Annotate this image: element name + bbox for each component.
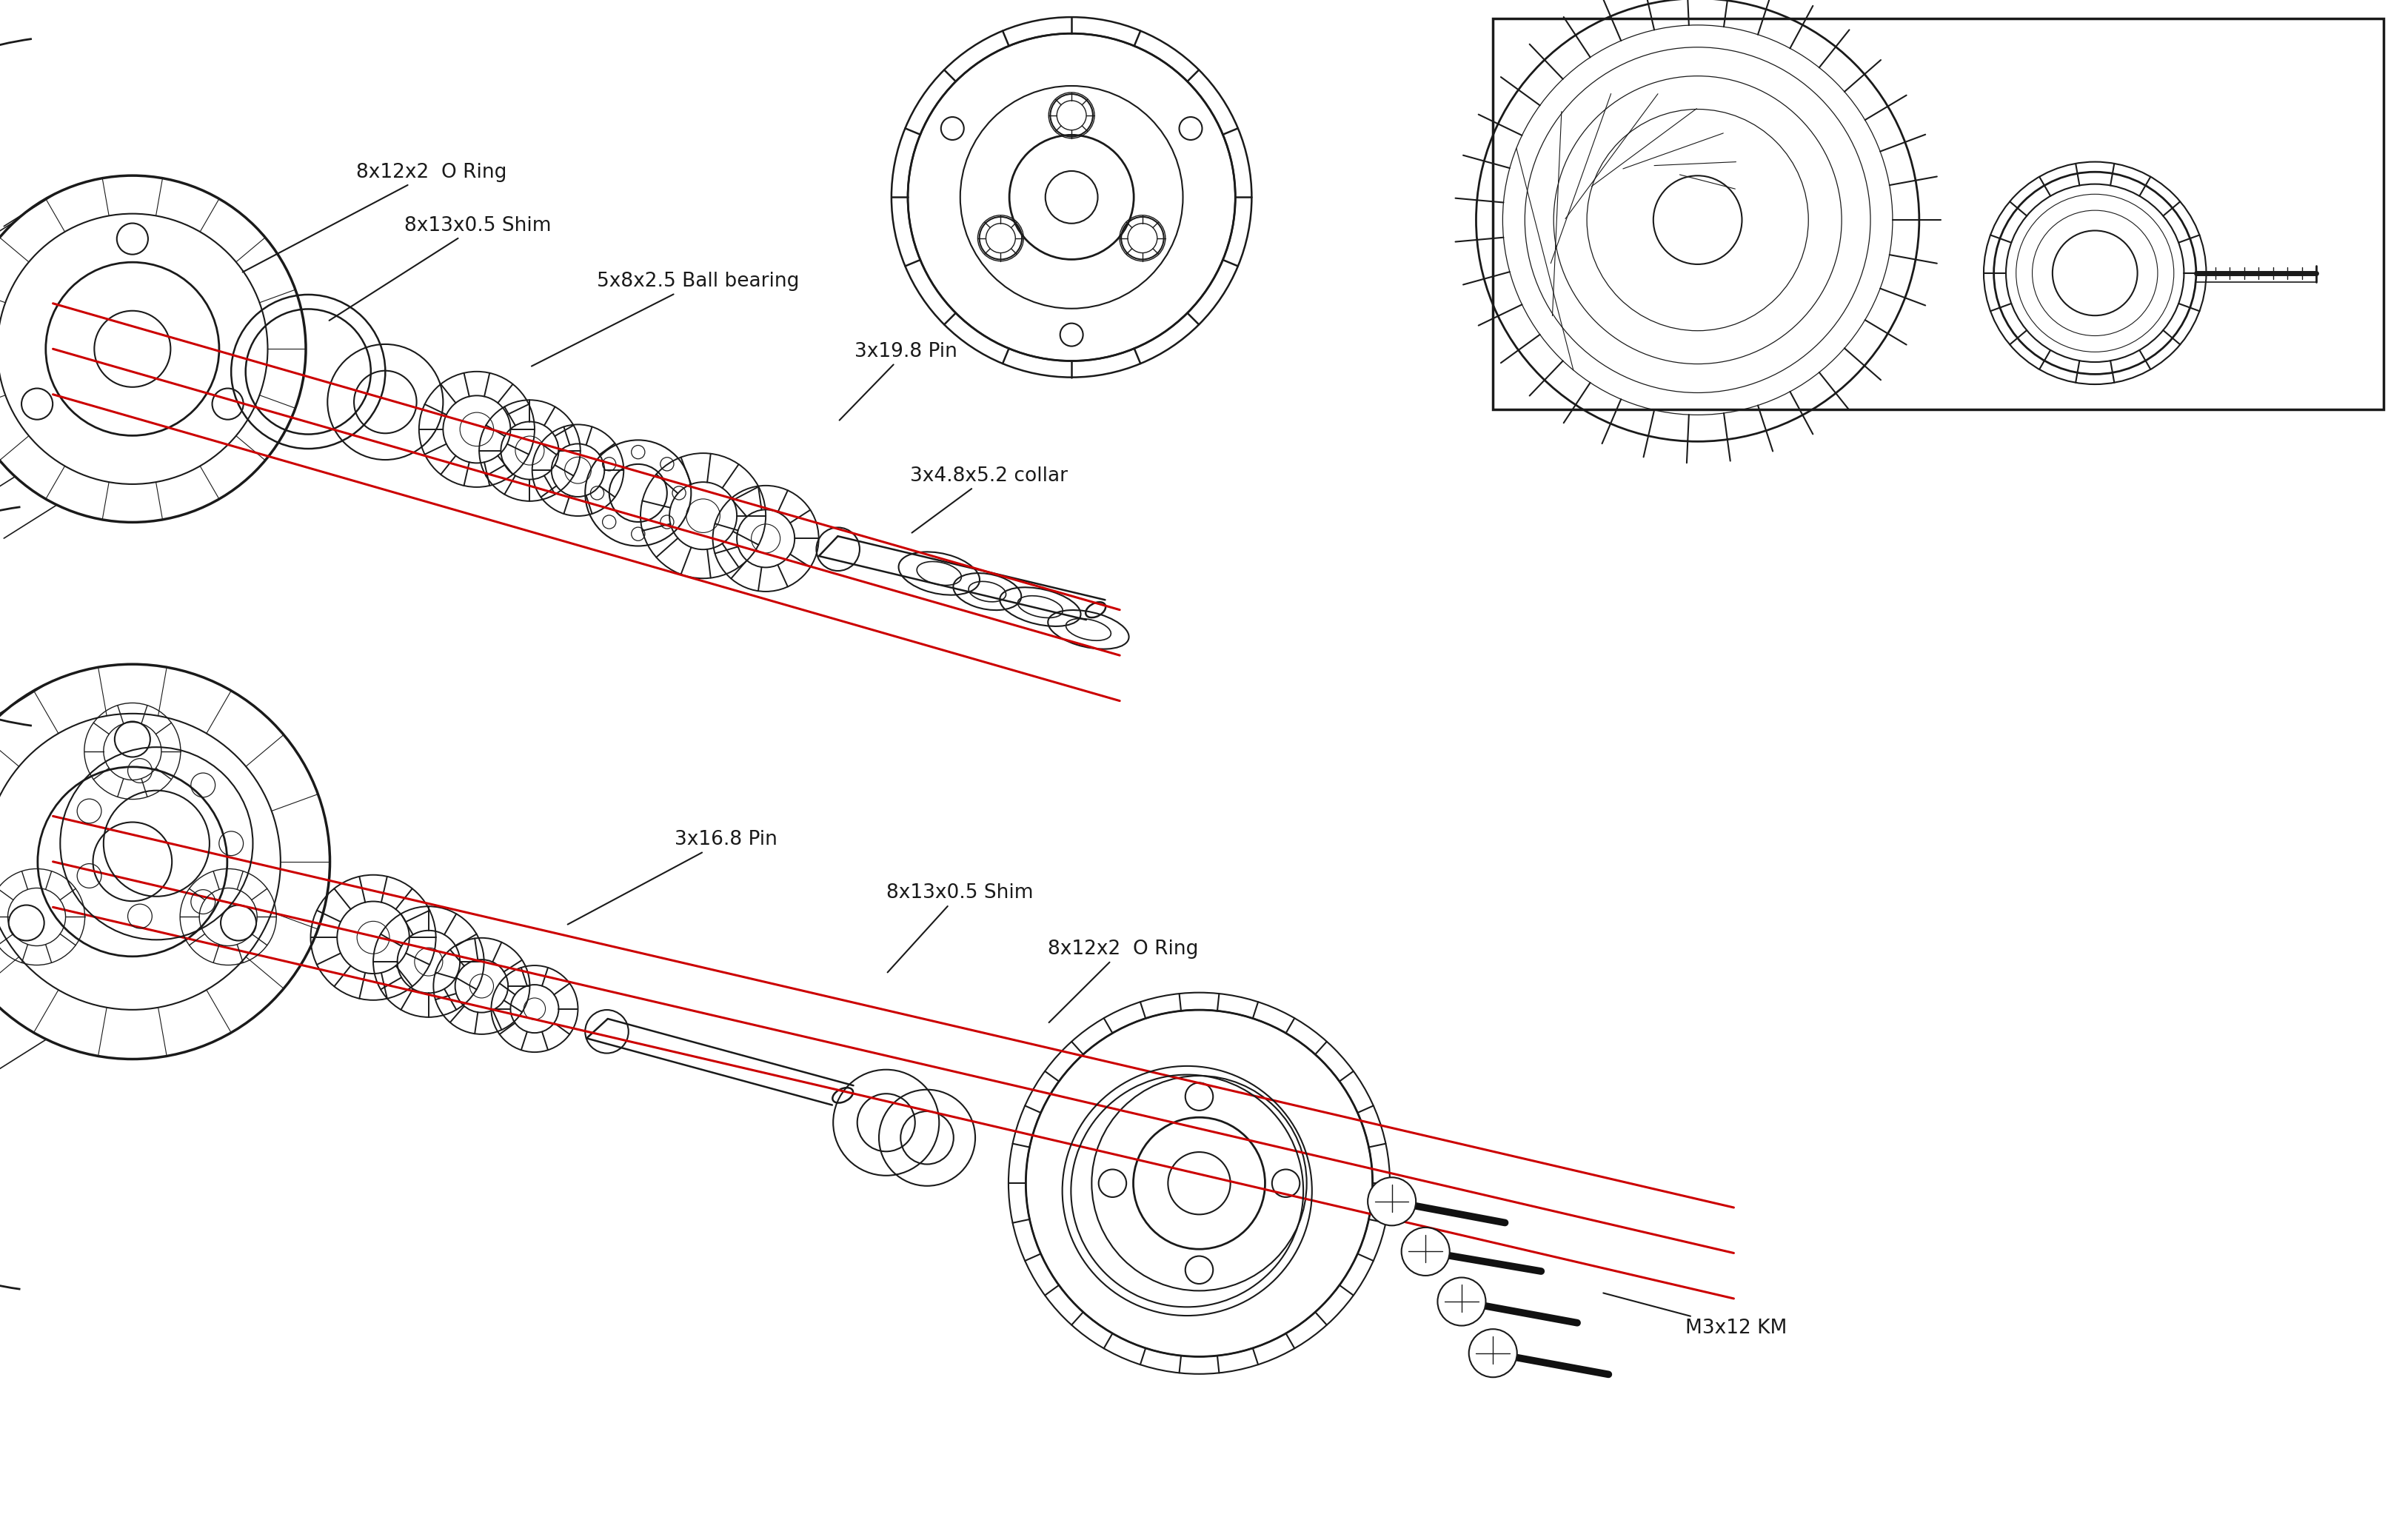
Text: 8x12x2  O Ring: 8x12x2 O Ring (243, 162, 508, 272)
Ellipse shape (1469, 1329, 1517, 1377)
Text: 8x13x0.5 Shim: 8x13x0.5 Shim (330, 215, 551, 320)
Text: 3x19.8 Pin: 3x19.8 Pin (840, 341, 958, 420)
Bar (1493, 18, 2384, 410)
Text: 8x12x2  O Ring: 8x12x2 O Ring (1047, 939, 1199, 1022)
Text: 3x4.8x5.2 collar: 3x4.8x5.2 collar (910, 466, 1067, 532)
Text: 5x8x2.5 Ball bearing: 5x8x2.5 Ball bearing (532, 272, 799, 366)
Text: 3x16.8 Pin: 3x16.8 Pin (568, 830, 778, 924)
Ellipse shape (1368, 1177, 1416, 1226)
Text: 8x13x0.5 Shim: 8x13x0.5 Shim (886, 883, 1033, 972)
Ellipse shape (1401, 1227, 1450, 1276)
Ellipse shape (1438, 1277, 1486, 1326)
Text: M3x12 KM: M3x12 KM (1604, 1292, 1787, 1338)
